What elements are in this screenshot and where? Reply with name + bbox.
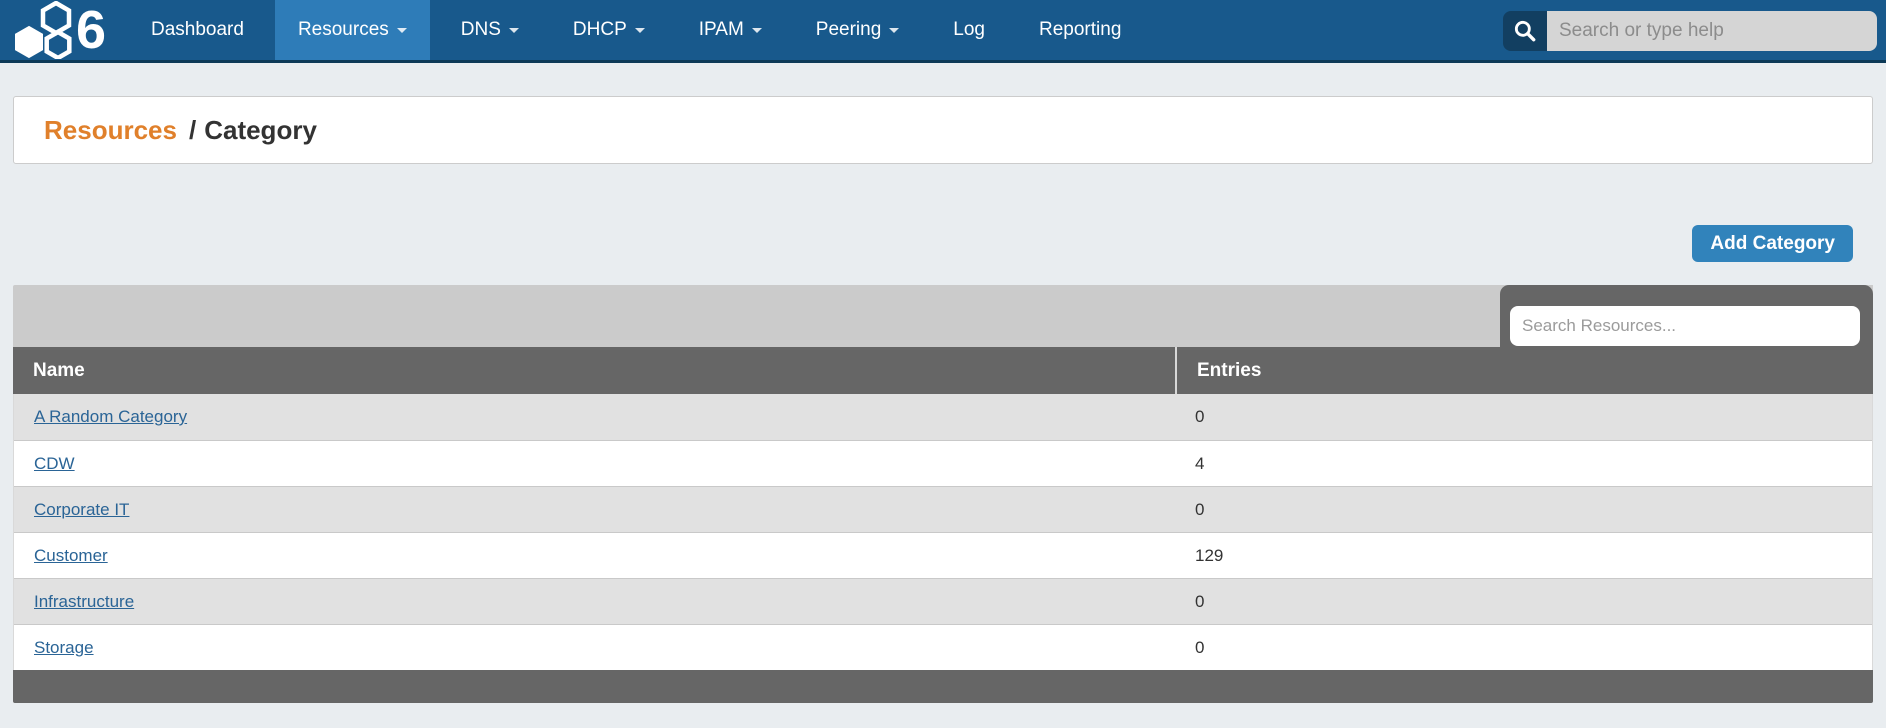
nav-item-peering[interactable]: Peering	[793, 0, 923, 60]
table-row: Corporate IT 0	[14, 486, 1872, 532]
nav-label: Reporting	[1039, 19, 1122, 40]
category-link[interactable]: Storage	[34, 637, 94, 657]
nav-label: Dashboard	[151, 19, 244, 40]
nav-label: Log	[953, 19, 985, 40]
entries-value: 0	[1195, 499, 1205, 519]
table-row: CDW 4	[14, 440, 1872, 486]
category-link[interactable]: A Random Category	[34, 407, 188, 426]
table-search-tab	[1500, 285, 1873, 347]
nav-item-dashboard[interactable]: Dashboard	[128, 0, 267, 60]
category-link[interactable]: Infrastructure	[34, 591, 135, 611]
table-body: A Random Category 0 CDW 4 Corporate IT 0…	[13, 394, 1873, 670]
table-row: A Random Category 0	[14, 394, 1872, 440]
nav-item-dns[interactable]: DNS	[438, 0, 542, 60]
nav-item-resources[interactable]: Resources	[274, 0, 430, 60]
breadcrumb-separator: /	[188, 114, 197, 145]
actions-row: Add Category	[13, 225, 1853, 262]
nav-item-log[interactable]: Log	[930, 0, 1008, 60]
chevron-down-icon	[396, 27, 407, 33]
main-nav: Dashboard Resources DNS DHCP IPAM Peerin…	[128, 0, 1152, 60]
category-table: Name Entries A Random Category 0 CDW 4 C…	[13, 285, 1873, 703]
entries-value: 4	[1195, 453, 1205, 473]
table-toolbar	[13, 285, 1873, 347]
column-header-entries: Entries	[1175, 347, 1873, 394]
table-row: Infrastructure 0	[14, 578, 1872, 624]
category-link[interactable]: CDW	[34, 453, 75, 473]
top-navbar: 6 Dashboard Resources DNS DHCP IPAM Peer…	[0, 0, 1886, 63]
chevron-down-icon	[634, 27, 645, 33]
entries-value: 0	[1195, 407, 1205, 426]
search-icon	[1514, 20, 1536, 42]
nav-item-ipam[interactable]: IPAM	[676, 0, 785, 60]
logo-six-text: 6	[76, 0, 106, 60]
entries-value: 129	[1195, 545, 1224, 565]
breadcrumb-resources-link[interactable]: Resources	[44, 114, 177, 145]
entries-value: 0	[1195, 637, 1205, 657]
nav-label: IPAM	[698, 19, 744, 40]
nav-label: Peering	[815, 19, 882, 40]
nav-item-dhcp[interactable]: DHCP	[550, 0, 668, 60]
table-row: Customer 129	[14, 532, 1872, 578]
column-header-name: Name	[33, 359, 85, 381]
table-header: Name Entries	[13, 347, 1873, 394]
global-search	[1503, 11, 1877, 51]
search-button[interactable]	[1503, 11, 1547, 51]
page-title: Category	[204, 114, 317, 145]
chevron-down-icon	[889, 27, 900, 33]
entries-value: 0	[1195, 591, 1205, 611]
logo-hexagons-icon	[15, 1, 72, 59]
nav-item-reporting[interactable]: Reporting	[1016, 0, 1144, 60]
chevron-down-icon	[508, 27, 519, 33]
nav-label: Resources	[297, 19, 389, 40]
app-logo[interactable]: 6	[0, 0, 128, 60]
table-footer	[13, 670, 1873, 703]
global-search-input[interactable]	[1547, 11, 1877, 51]
category-link[interactable]: Corporate IT	[34, 499, 130, 519]
nav-label: DNS	[460, 19, 501, 40]
table-search-input[interactable]	[1510, 306, 1860, 346]
category-link[interactable]: Customer	[34, 545, 108, 565]
nav-label: DHCP	[572, 19, 627, 40]
breadcrumb: Resources / Category	[13, 96, 1873, 164]
chevron-down-icon	[751, 27, 762, 33]
table-row: Storage 0	[14, 624, 1872, 670]
add-category-button[interactable]: Add Category	[1692, 225, 1853, 262]
